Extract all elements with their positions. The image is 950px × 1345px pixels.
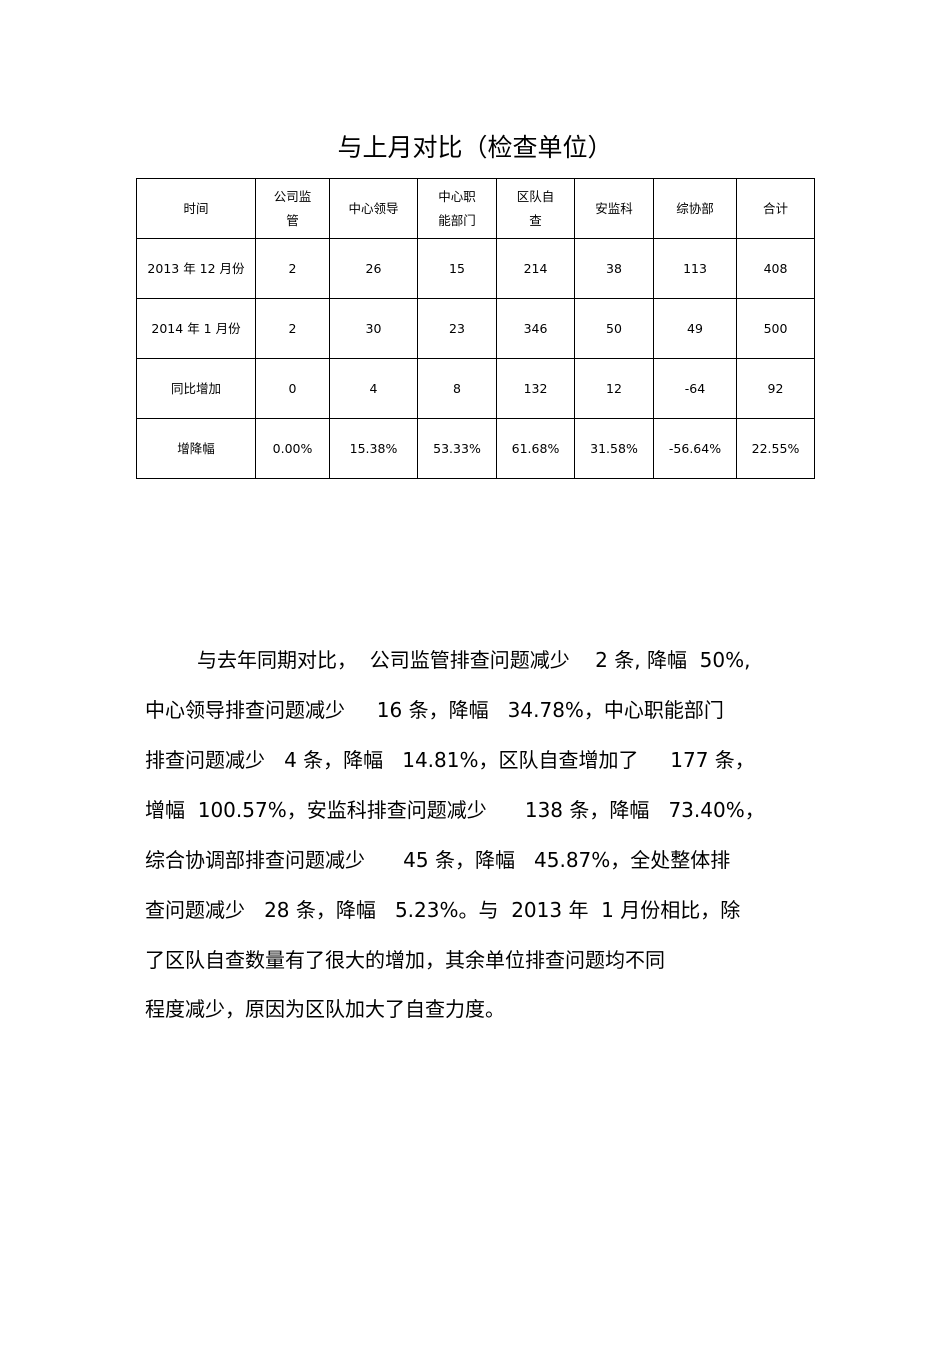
- paragraph-line: 综合协调部排查问题减少 45 条，降幅 45.87%，全处整体排: [145, 848, 731, 872]
- table-cell: 38: [574, 238, 654, 299]
- paragraph-line: 增幅 100.57%，安监科排查问题减少 138 条，降幅 73.40%，: [145, 798, 765, 822]
- table-cell: 26: [329, 238, 418, 299]
- table-cell: 15: [417, 238, 497, 299]
- comparison-table: 时间 公司监 管中心领导 中心职 能部门 区队自 查安监科 综协部 合计 2013 年 12…: [136, 178, 815, 479]
- paragraph-line: 查问题减少 28 条，降幅 5.23%。与 2013 年 1 月份相比，除: [145, 898, 741, 922]
- table-cell: 8: [417, 358, 497, 419]
- header-cell: 区队自 查: [496, 178, 575, 239]
- table-cell: 2: [255, 238, 330, 299]
- header-cell: 合计: [736, 178, 815, 239]
- table-cell: 113: [653, 238, 737, 299]
- table-cell: 12: [574, 358, 654, 419]
- table-cell: 2013 年 12 月份: [136, 238, 256, 299]
- table-cell: 132: [496, 358, 575, 419]
- table-cell: -56.64%: [653, 418, 737, 479]
- table-cell: 408: [736, 238, 815, 299]
- table-cell: 53.33%: [417, 418, 497, 479]
- table-cell: 31.58%: [574, 418, 654, 479]
- paragraph-line: 排查问题减少 4 条，降幅 14.81%，区队自查增加了 177 条，: [145, 748, 755, 772]
- table-cell: -64: [653, 358, 737, 419]
- table-cell: 增降幅: [136, 418, 256, 479]
- header-cell: 中心领导: [329, 178, 418, 239]
- paragraph-line: 程度减少，原因为区队加大了自查力度。: [145, 997, 505, 1021]
- paragraph-line: 与去年同期对比， 公司监管排查问题减少 2 条, 降幅 50%,: [197, 648, 751, 672]
- header-row: 时间 公司监 管中心领导 中心职 能部门 区队自 查安监科 综协部 合计: [136, 178, 815, 239]
- table-cell: 500: [736, 298, 815, 359]
- header-cell: 公司监 管: [255, 178, 330, 239]
- table-cell: 0: [255, 358, 330, 419]
- table-row: 2014 年 1 月份 2 30 23 346 50 49 500: [136, 298, 815, 359]
- table-cell: 92: [736, 358, 815, 419]
- table-cell: 2: [255, 298, 330, 359]
- table-title: 与上月对比（检查单位）: [337, 133, 613, 162]
- header-cell: 安监科: [574, 178, 654, 239]
- paragraph-line: 了区队自查数量有了很大的增加，其余单位排查问题均不同: [145, 948, 665, 972]
- header-cell: 综协部: [653, 178, 737, 239]
- table-cell: 214: [496, 238, 575, 299]
- table-cell: 0.00%: [255, 418, 330, 479]
- table-cell: 4: [329, 358, 418, 419]
- table-cell: 30: [329, 298, 418, 359]
- table-cell: 49: [653, 298, 737, 359]
- table-cell: 22.55%: [736, 418, 815, 479]
- table-cell: 15.38%: [329, 418, 418, 479]
- table-row: 同比增加 0 4 8 132 12 -64 92: [136, 358, 815, 419]
- table-cell: 346: [496, 298, 575, 359]
- paragraph-line: 中心领导排查问题减少 16 条，降幅 34.78%，中心职能部门: [145, 698, 724, 722]
- table-cell: 50: [574, 298, 654, 359]
- table-cell: 23: [417, 298, 497, 359]
- header-cell: 时间: [136, 178, 256, 239]
- table-row: 2013 年 12 月份 2 26 15 214 38 113 408: [136, 238, 815, 299]
- table-row: 增降幅 0.00% 15.38% 53.33% 61.68% 31.58% -56.64% 2…: [136, 418, 815, 479]
- table-cell: 2014 年 1 月份: [136, 298, 256, 359]
- table-cell: 同比增加: [136, 358, 256, 419]
- header-cell: 中心职 能部门: [417, 178, 497, 239]
- table-cell: 61.68%: [496, 418, 575, 479]
